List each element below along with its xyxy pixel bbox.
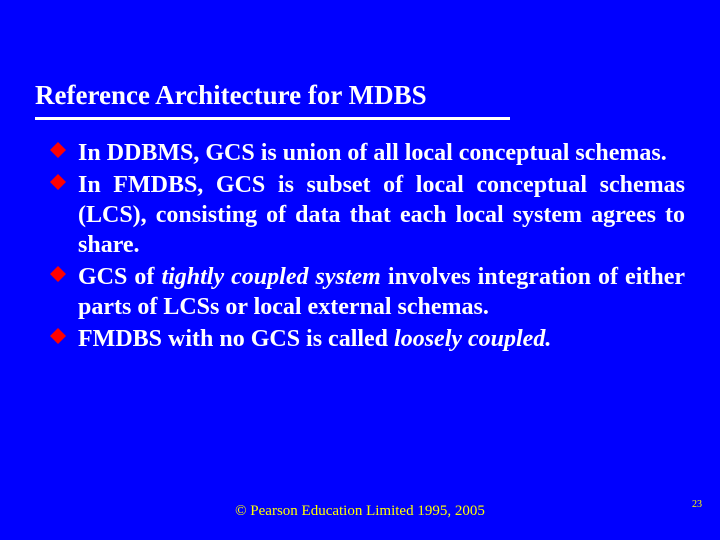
page-number: 23 (692, 499, 702, 510)
bullet-item: GCS of tightly coupled system involves i… (50, 262, 685, 322)
bullet-text-pre: In DDBMS, GCS is union of all local conc… (78, 140, 667, 166)
bullet-item: In DDBMS, GCS is union of all local conc… (50, 138, 685, 168)
bullet-list: In DDBMS, GCS is union of all local conc… (50, 138, 685, 356)
bullet-text-italic: loosely coupled. (394, 326, 551, 352)
title-underline (35, 117, 510, 120)
bullet-text-italic: tightly coupled system (161, 264, 380, 290)
bullet-text-pre: In FMDBS, GCS is subset of local concept… (78, 172, 685, 258)
bullet-text-pre: GCS of (78, 264, 161, 290)
diamond-bullet-icon (50, 328, 66, 344)
bullet-item: FMDBS with no GCS is called loosely coup… (50, 324, 685, 354)
bullet-item: In FMDBS, GCS is subset of local concept… (50, 170, 685, 260)
slide-title: Reference Architecture for MDBS (35, 80, 427, 111)
diamond-bullet-icon (50, 266, 66, 282)
bullet-text-pre: FMDBS with no GCS is called (78, 326, 394, 352)
diamond-bullet-icon (50, 142, 66, 158)
diamond-bullet-icon (50, 174, 66, 190)
copyright-footer: © Pearson Education Limited 1995, 2005 (0, 503, 720, 520)
